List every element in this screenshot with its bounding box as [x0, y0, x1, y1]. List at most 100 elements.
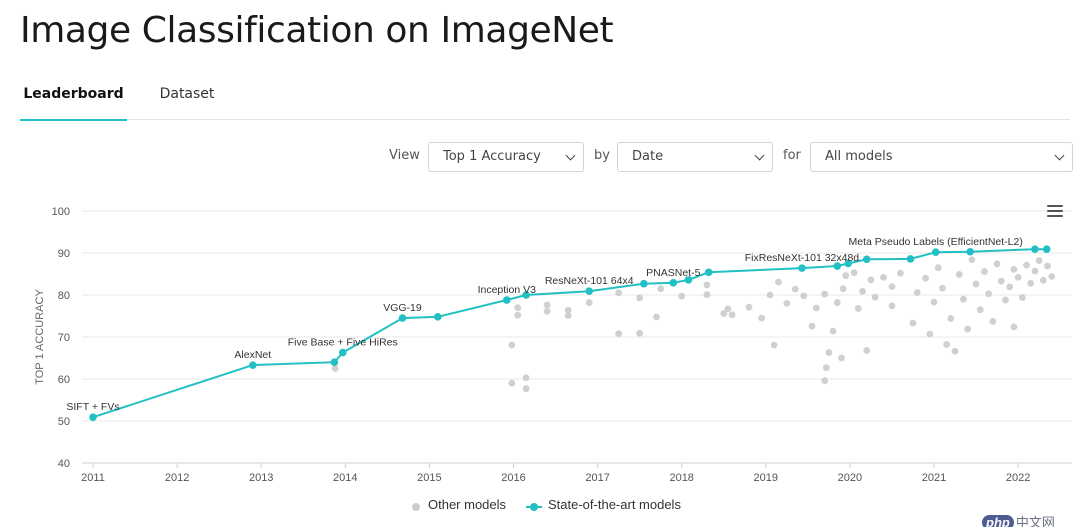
sota-point — [669, 279, 678, 287]
other-model-point — [1039, 276, 1047, 284]
other-model-point — [703, 281, 711, 289]
chart-controls: View Top 1 Accuracy by Date for All mode… — [0, 142, 1080, 172]
other-model-point — [636, 329, 644, 337]
other-model-point — [833, 299, 841, 306]
x-tick-label: 2016 — [501, 472, 525, 484]
for-label: for — [783, 148, 801, 163]
other-model-point — [1035, 257, 1043, 264]
x-tick-label: 2021 — [922, 472, 946, 484]
other-model-point — [514, 304, 522, 311]
other-model-point — [829, 327, 837, 335]
other-model-point — [1006, 283, 1014, 291]
other-model-point — [951, 347, 959, 355]
other-model-point — [926, 330, 934, 338]
y-tick-label: 70 — [58, 332, 70, 344]
other-model-point — [825, 349, 833, 356]
other-model-point — [913, 289, 921, 296]
sota-point — [434, 313, 442, 321]
other-model-point — [850, 269, 858, 277]
model-filter-select[interactable]: All models — [810, 142, 1073, 172]
other-model-point — [1010, 265, 1018, 273]
other-model-point — [880, 273, 887, 281]
by-axis-value: Date — [632, 149, 664, 164]
by-label: by — [594, 148, 610, 163]
by-axis-select[interactable]: Date — [617, 142, 773, 172]
y-tick-label: 100 — [52, 206, 70, 218]
legend-sota-models[interactable]: State-of-the-art models — [526, 497, 681, 512]
sota-point — [89, 413, 97, 422]
other-model-point — [564, 306, 572, 314]
other-model-point — [812, 304, 820, 312]
other-model-point — [981, 268, 988, 275]
x-tick-label: 2022 — [1006, 472, 1030, 484]
legend-label-other: Other models — [428, 497, 507, 512]
other-model-point — [657, 285, 665, 293]
sota-point-label: ResNeXt-101 64x4 — [545, 275, 634, 287]
sota-point — [338, 348, 347, 357]
other-model-point — [1027, 279, 1035, 287]
other-model-point — [585, 299, 593, 306]
x-tick-label: 2013 — [249, 472, 273, 484]
view-metric-select[interactable]: Top 1 Accuracy — [428, 142, 584, 172]
other-model-point — [514, 311, 522, 319]
x-tick-label: 2012 — [165, 472, 189, 484]
watermark-text: 中文网 — [1015, 515, 1055, 527]
other-model-point — [964, 325, 972, 333]
other-model-point — [968, 256, 976, 264]
sota-point-label: Five Base + Five HiRes — [288, 337, 398, 349]
legend-other-models[interactable]: Other models — [410, 497, 506, 512]
chevron-down-icon — [754, 150, 765, 161]
legend-label-sota: State-of-the-art models — [548, 497, 681, 512]
other-model-point — [522, 374, 530, 382]
other-model-point — [508, 341, 516, 349]
other-model-point — [997, 277, 1005, 285]
hamburger-menu-icon[interactable] — [1047, 205, 1063, 218]
sota-point-label: SIFT + FVs — [66, 401, 119, 413]
other-model-point — [821, 290, 829, 298]
x-tick-label: 2011 — [81, 472, 105, 484]
sota-point-label: FixResNeXt-101 32x48d — [745, 252, 860, 264]
other-model-point — [1010, 323, 1018, 331]
other-model-point — [972, 280, 980, 288]
sota-point — [330, 358, 339, 366]
other-model-point — [508, 379, 516, 387]
tab-leaderboard[interactable]: Leaderboard — [20, 72, 127, 121]
other-model-point — [867, 276, 875, 284]
x-tick-label: 2019 — [754, 472, 778, 484]
other-model-point — [758, 314, 765, 322]
y-tick-label: 40 — [58, 458, 70, 470]
other-model-point — [564, 312, 572, 319]
other-model-point — [615, 289, 623, 297]
php-logo-badge: php — [982, 515, 1014, 527]
legend-marker-other — [412, 503, 420, 511]
other-model-point — [800, 292, 808, 300]
other-model-point — [331, 365, 339, 372]
chart-area: 40 50 60 70 80 90 100 2011 2012 2013 2014 2015 2016 2… — [0, 190, 1080, 527]
model-filter-value: All models — [825, 149, 893, 164]
other-model-point — [947, 315, 955, 322]
other-model-point — [522, 385, 530, 393]
view-metric-value: Top 1 Accuracy — [443, 149, 541, 164]
sota-point — [585, 287, 593, 296]
other-model-point — [939, 284, 946, 292]
sota-point — [1031, 245, 1039, 254]
y-tick-label: 60 — [58, 374, 70, 386]
other-model-point — [703, 291, 711, 298]
y-axis-title: TOP 1 ACCURACY — [34, 289, 46, 385]
other-model-point — [636, 294, 644, 302]
other-model-point — [1002, 296, 1009, 304]
chart-legend: Other models State-of-the-art models — [0, 497, 1080, 517]
other-model-point — [1014, 273, 1022, 281]
other-model-point — [888, 283, 896, 290]
tab-bar: Leaderboard Dataset — [20, 72, 1070, 121]
other-model-point — [1023, 261, 1030, 269]
page-title: Image Classification on ImageNet — [20, 10, 614, 51]
other-model-point — [653, 313, 660, 321]
other-model-point — [1044, 262, 1051, 270]
other-model-point — [1018, 294, 1026, 301]
other-model-point — [842, 272, 850, 280]
other-model-point — [871, 293, 879, 301]
sota-point-label: Meta Pseudo Labels (EfficientNet-L2) — [849, 236, 1023, 248]
other-model-point — [720, 310, 728, 317]
tab-dataset[interactable]: Dataset — [159, 86, 215, 102]
